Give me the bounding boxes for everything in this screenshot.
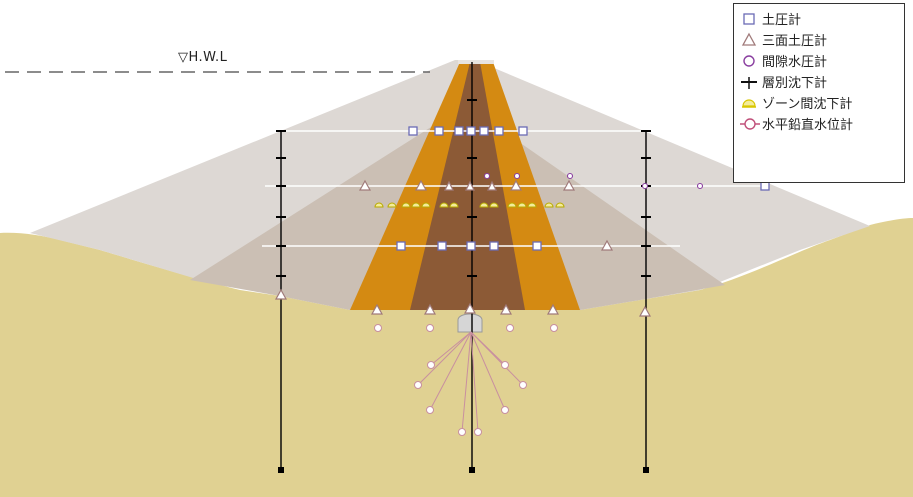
triaxial-pressure-cells [274, 179, 652, 317]
square-icon [743, 12, 755, 25]
circle-icon [743, 54, 755, 67]
legend-label: 層別沈下計 [762, 76, 828, 91]
legend-item-pore-pressure-gauge: 間隙水圧計 [740, 50, 898, 71]
settlement-rod-anchors [278, 467, 649, 473]
legend-item-water-level-gauge: 水平鉛直水位計 [740, 113, 898, 134]
pore-pressure-gauges [483, 172, 704, 190]
legend-item-zone-settlement-gauge: ゾーン間沈下計 [740, 92, 898, 113]
dam-crest [458, 60, 494, 64]
foundation-piezometer-lines [417, 331, 524, 433]
foundation-piezometers [374, 324, 558, 436]
foundation-ground [0, 218, 913, 497]
cross-icon [741, 76, 757, 89]
legend-label: 間隙水圧計 [762, 55, 828, 70]
half-dome-icon [742, 98, 756, 108]
legend-label: 水平鉛直水位計 [762, 118, 854, 133]
legend-item-layer-settlement-gauge: 層別沈下計 [740, 71, 898, 92]
earth-pressure-cells [396, 126, 770, 251]
legend-label: 土圧計 [762, 13, 802, 28]
legend-item-earth-pressure-cell: 土圧計 [740, 8, 898, 29]
legend-item-triaxial-pressure-cell: 三面土圧計 [740, 29, 898, 50]
zone-settlement-gauges [374, 202, 565, 208]
triangle-icon [741, 32, 757, 46]
legend-label: 三面土圧計 [762, 34, 828, 49]
legend: 土圧計 三面土圧計 間隙水圧計 層別沈下計 ゾーン間沈下計 水平鉛直水位計 [733, 3, 905, 183]
legend-label: ゾーン間沈下計 [762, 97, 853, 112]
line-circle-icon [740, 117, 760, 130]
high-water-level-label: ▽H.W.L [178, 50, 228, 65]
inspection-gallery [457, 313, 483, 333]
settlement-rod-ticks [276, 99, 651, 277]
